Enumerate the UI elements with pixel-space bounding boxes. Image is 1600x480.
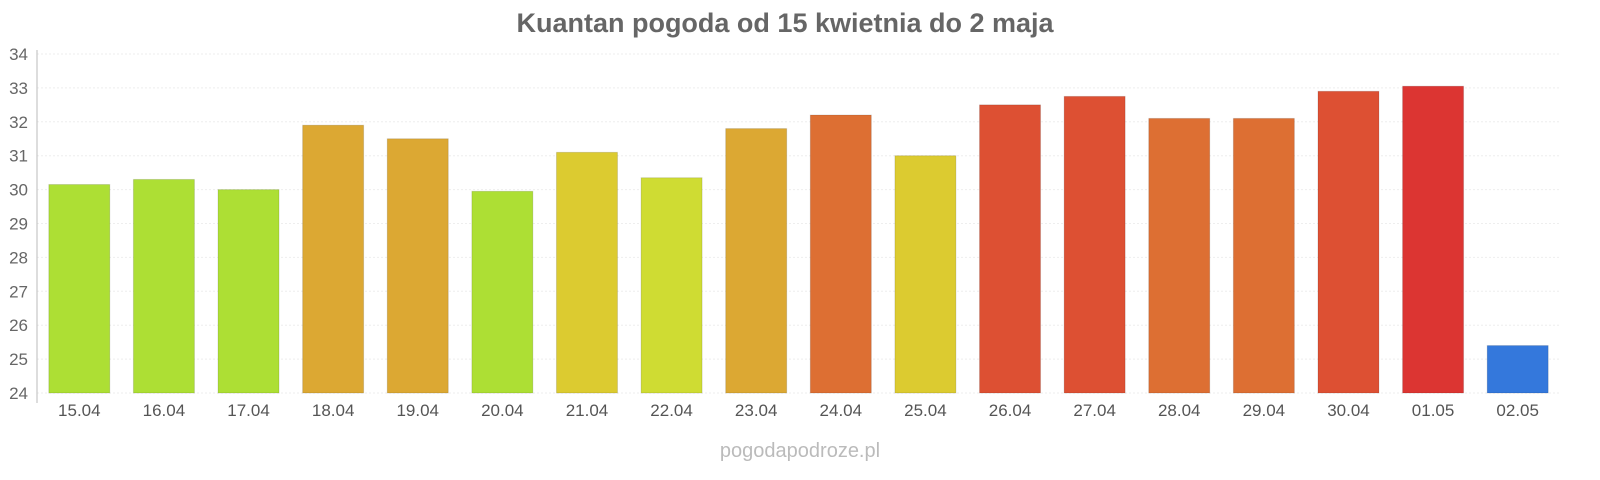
x-tick-label: 23.04: [735, 401, 778, 420]
x-tick-label: 25.04: [904, 401, 947, 420]
bar: [1317, 90, 1380, 394]
x-tick-label: 26.04: [989, 401, 1032, 420]
bar: [725, 128, 788, 394]
y-tick-label: 30: [9, 181, 28, 200]
y-tick-label: 31: [9, 147, 28, 166]
x-tick-label: 28.04: [1158, 401, 1201, 420]
x-tick-label: 30.04: [1327, 401, 1370, 420]
x-tick-label: 01.05: [1412, 401, 1455, 420]
source-watermark: pogodapodroze.pl: [719, 440, 881, 462]
y-tick-label: 26: [9, 316, 28, 335]
y-tick-label: 33: [9, 79, 28, 98]
y-tick-label: 29: [9, 215, 28, 234]
x-tick-label: 18.04: [312, 401, 355, 420]
y-tick-label: 28: [9, 248, 28, 267]
x-tick-label: 20.04: [481, 401, 524, 420]
y-tick-label: 25: [9, 350, 28, 369]
bar: [894, 155, 957, 394]
bar: [471, 190, 534, 394]
bar: [386, 138, 449, 394]
bar: [555, 151, 618, 394]
x-tick-label: 27.04: [1073, 401, 1116, 420]
y-tick-label: 34: [9, 45, 28, 64]
bar: [48, 184, 111, 394]
bar: [132, 178, 195, 394]
chart-title: Kuantan pogoda od 15 kwietnia do 2 maja: [516, 8, 1054, 38]
x-tick-label: 29.04: [1243, 401, 1286, 420]
bar: [979, 104, 1042, 394]
x-tick-label: 21.04: [566, 401, 609, 420]
bar: [217, 189, 280, 394]
bar: [1402, 85, 1465, 394]
y-tick-label: 24: [9, 384, 28, 403]
x-tick-label: 15.04: [58, 401, 101, 420]
x-tick-label: 02.05: [1496, 401, 1539, 420]
y-tick-label: 27: [9, 282, 28, 301]
bar: [1063, 95, 1126, 394]
x-tick-label: 24.04: [820, 401, 863, 420]
bar: [809, 114, 872, 394]
y-tick-label: 32: [9, 113, 28, 132]
bar: [302, 124, 365, 394]
bar: [1486, 345, 1549, 394]
x-tick-label: 22.04: [650, 401, 693, 420]
x-tick-label: 17.04: [227, 401, 270, 420]
x-tick-label: 16.04: [143, 401, 186, 420]
bar: [640, 177, 703, 394]
bar: [1148, 117, 1211, 394]
x-tick-label: 19.04: [396, 401, 439, 420]
bar: [1232, 117, 1295, 394]
